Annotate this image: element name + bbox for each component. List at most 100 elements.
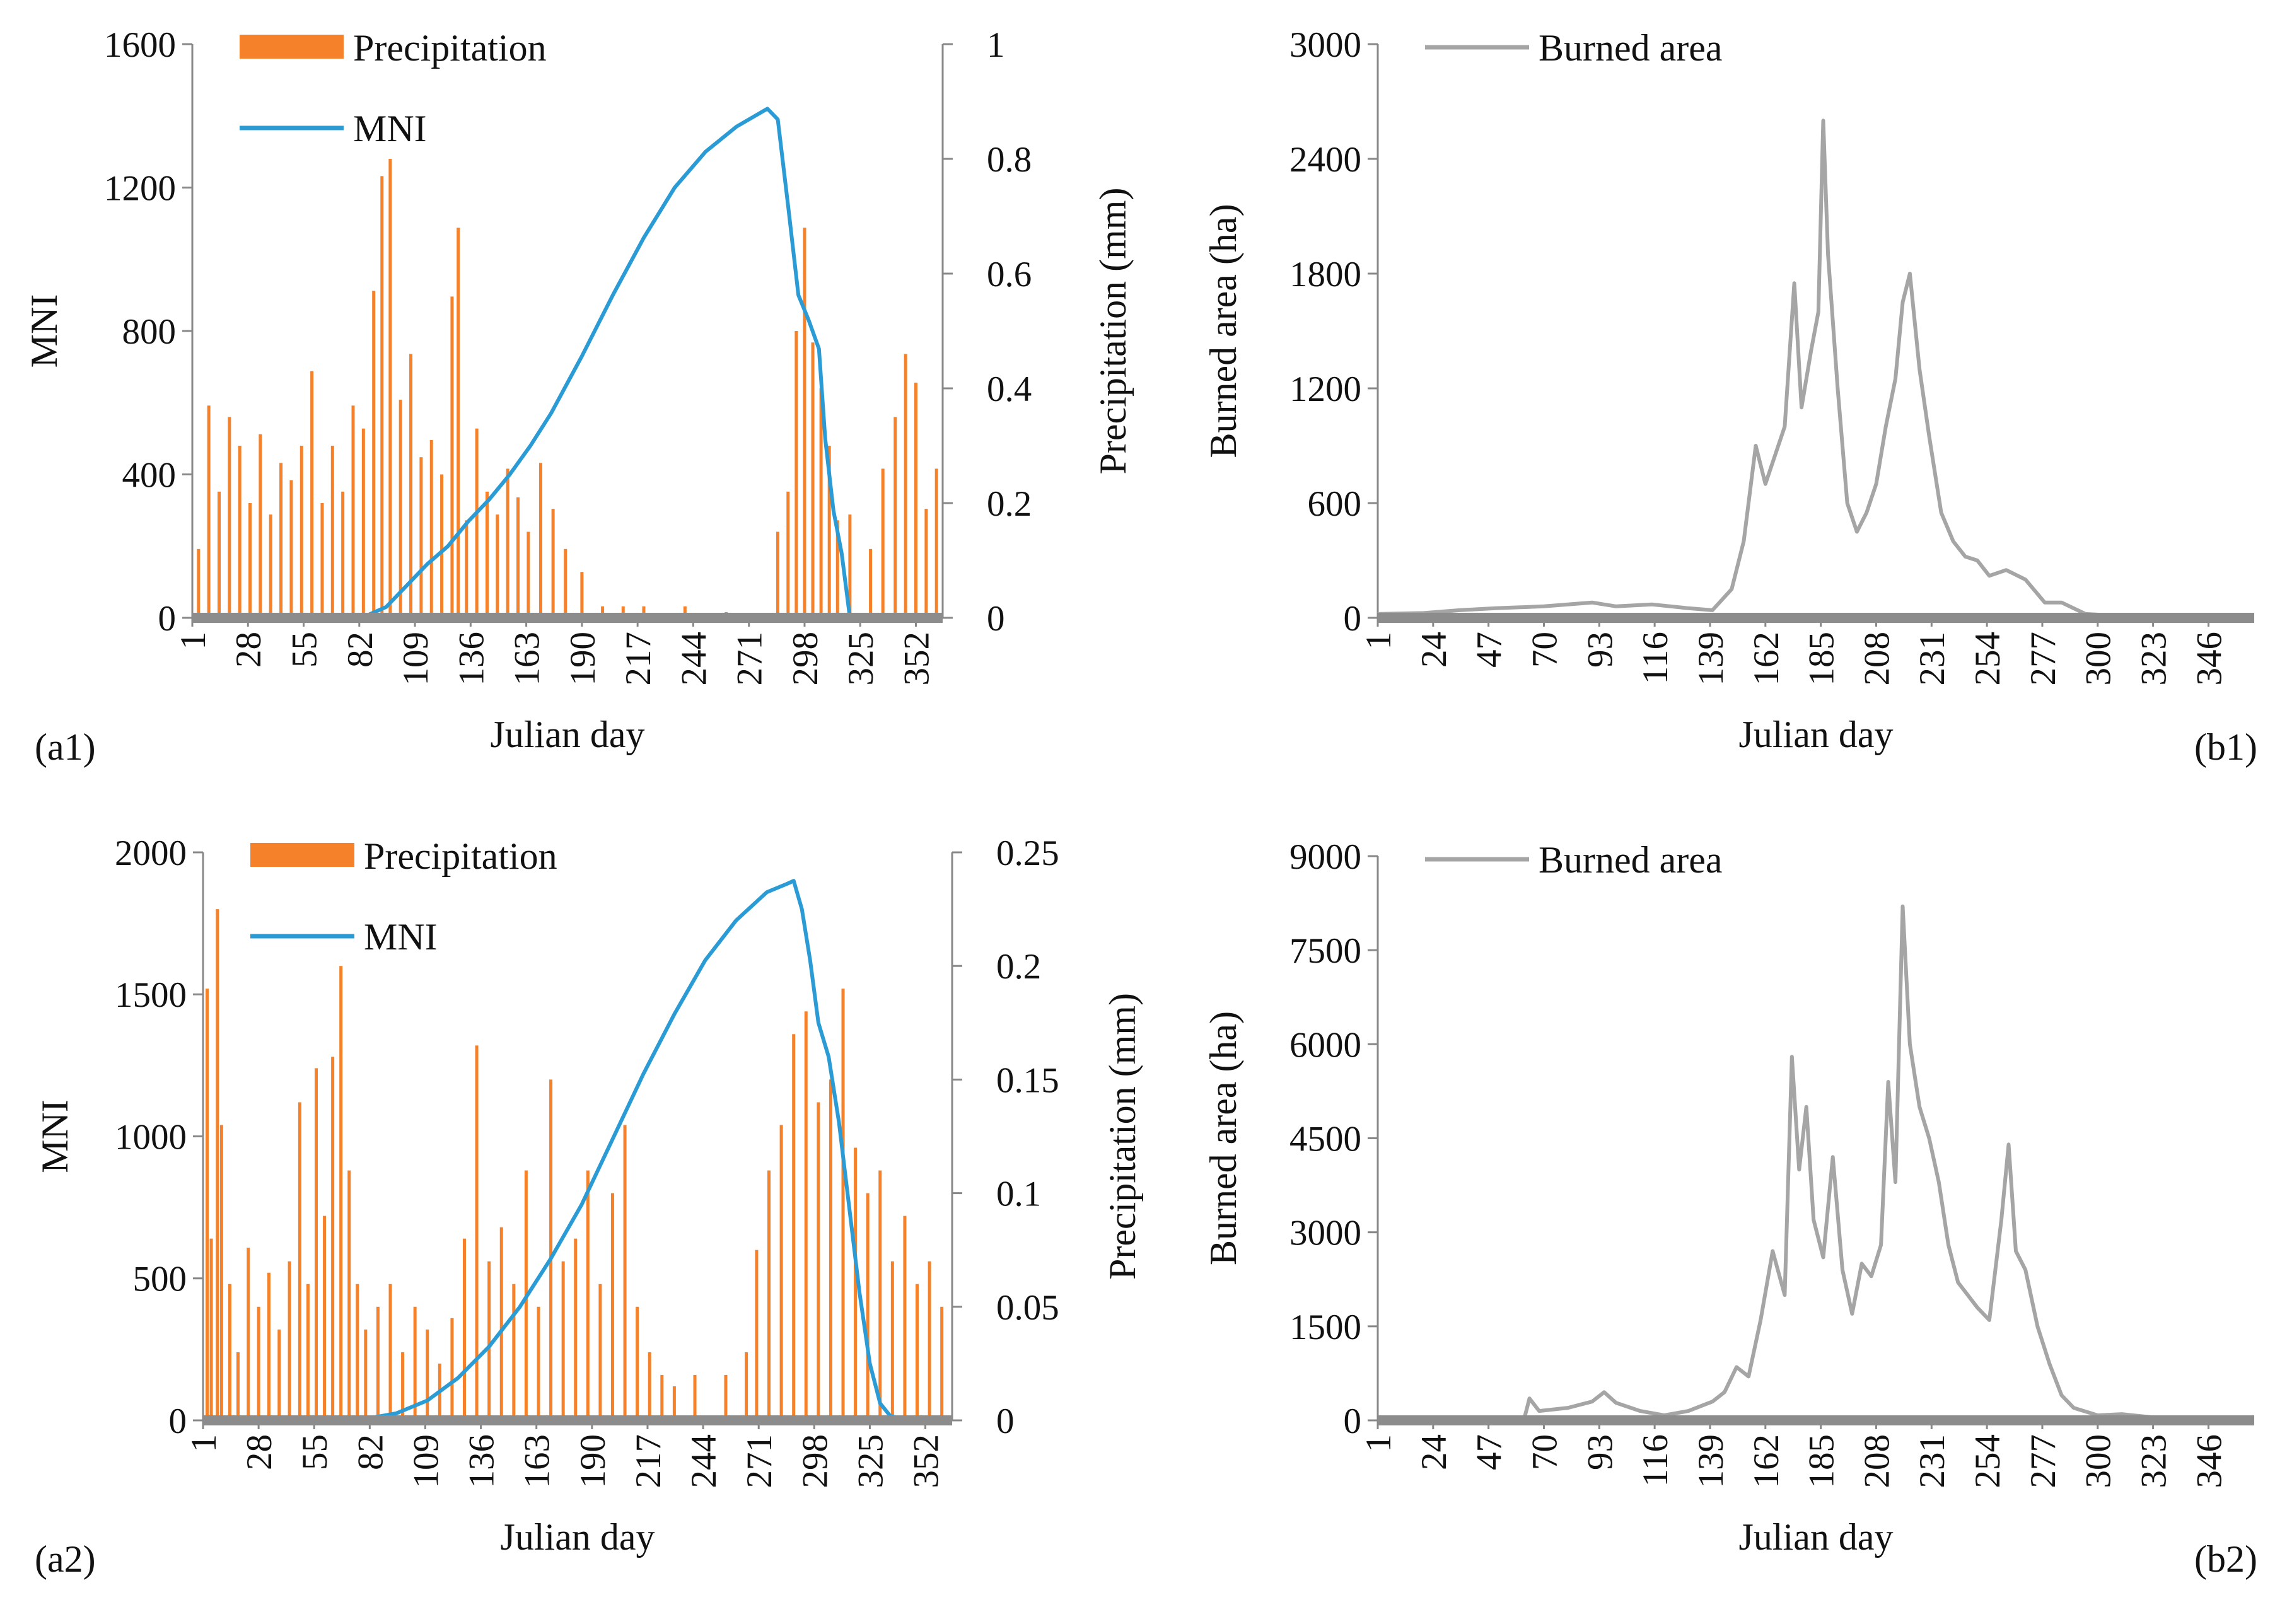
precipitation-bar xyxy=(300,446,303,618)
x-tick-label: 346 xyxy=(2189,632,2229,686)
x-tick-label: 28 xyxy=(229,632,269,668)
precipitation-bar xyxy=(940,1306,944,1420)
x-tick-label: 116 xyxy=(1636,632,1675,684)
legend: Burned area xyxy=(1425,839,1723,881)
x-tick-label: 244 xyxy=(674,632,714,686)
precipitation-bar xyxy=(724,1374,728,1420)
series-line-mni xyxy=(203,879,952,1422)
y-axis-title: MNI xyxy=(23,294,65,368)
x-tick-label: 352 xyxy=(897,632,936,686)
precipitation-bar xyxy=(803,228,806,618)
x-tick-label: 163 xyxy=(508,632,547,686)
legend: Burned area xyxy=(1425,27,1723,69)
precipitation-bar xyxy=(475,1045,479,1420)
x-tick-label: 231 xyxy=(1912,632,1952,686)
x-tick-label: 109 xyxy=(396,632,436,686)
precipitation-bar xyxy=(380,176,384,618)
legend-label-mni: MNI xyxy=(353,108,427,149)
precipitation-bar xyxy=(361,428,365,618)
precipitation-bar xyxy=(916,1284,919,1420)
precipitation-bar xyxy=(197,548,201,618)
precipitation-bar xyxy=(903,1215,907,1420)
precipitation-bar xyxy=(216,909,219,1420)
precipitation-bar xyxy=(516,497,520,618)
precipitation-bar xyxy=(306,1284,310,1420)
x-tick-label: 82 xyxy=(351,1434,390,1470)
y-axis-right-title: Precipitation (mm) xyxy=(1102,993,1143,1280)
precipitation-bar xyxy=(401,1352,405,1420)
x-tick-label: 217 xyxy=(619,632,658,686)
panel-label-a1: (a1) xyxy=(35,726,96,768)
x-tick-label: 300 xyxy=(2079,632,2119,686)
precipitation-bar xyxy=(779,1125,783,1420)
panel-a1: 0 400 800 1200 1600 0 0.2 0.4 0.6 0.8 1 1 28 55 82 109 1… xyxy=(23,25,1134,755)
x-tick-label: 298 xyxy=(795,1434,835,1488)
precipitation-bar xyxy=(866,1193,870,1420)
legend-label-burned-area: Burned area xyxy=(1539,27,1723,69)
series-line-mni xyxy=(192,107,943,620)
precipitation-bar xyxy=(914,382,917,618)
precipitation-bar xyxy=(829,1079,832,1420)
y-tick-label: 400 xyxy=(122,455,177,495)
precipitation-bar xyxy=(207,405,211,618)
precipitation-bar xyxy=(347,1170,351,1420)
y-right-tick-label: 1 xyxy=(987,25,1005,65)
precipitation-bar xyxy=(339,966,343,1420)
precipitation-bar xyxy=(206,989,209,1420)
precipitation-bar xyxy=(236,1352,240,1420)
panel-label-a2: (a2) xyxy=(35,1538,96,1580)
y-tick-label: 2000 xyxy=(115,833,187,873)
precipitation-bar xyxy=(642,606,646,618)
y-right-tick-label: 0.2 xyxy=(996,947,1041,987)
precipitation-bar xyxy=(259,434,262,618)
precipitation-bar xyxy=(289,480,293,618)
precipitation-bar xyxy=(475,428,479,618)
x-tick-label: 271 xyxy=(740,1434,779,1488)
y-right-tick-label: 0.1 xyxy=(996,1174,1041,1214)
series-line-burned-area xyxy=(1377,119,2255,620)
precipitation-bar xyxy=(794,331,798,618)
y-tick-label: 1500 xyxy=(115,975,187,1015)
precipitation-bar xyxy=(512,1284,516,1420)
precipitation-bar xyxy=(409,354,413,618)
precipitation-bar xyxy=(755,1250,759,1420)
precipitation-bar xyxy=(486,491,489,618)
y-tick-label: 3000 xyxy=(1289,25,1361,65)
panel-label-b2: (b2) xyxy=(2194,1538,2257,1580)
y-tick-label: 1200 xyxy=(1289,369,1361,409)
x-tick-label: 70 xyxy=(1525,632,1564,668)
legend-swatch-precipitation xyxy=(250,843,354,867)
precipitation-bar xyxy=(506,468,509,618)
precipitation-bar xyxy=(827,446,831,618)
x-tick-label: 1 xyxy=(1359,1434,1399,1453)
y-tick-label: 1200 xyxy=(104,168,176,208)
x-tick-label: 70 xyxy=(1525,1434,1564,1470)
precipitation-bar xyxy=(786,491,790,618)
precipitation-bar xyxy=(881,468,885,618)
y-right-tick-label: 0.4 xyxy=(987,369,1032,409)
x-tick-label: 139 xyxy=(1691,632,1731,686)
x-tick-label: 24 xyxy=(1414,1434,1454,1470)
y-tick-label: 1000 xyxy=(115,1117,187,1157)
legend: Precipitation MNI xyxy=(240,27,547,149)
x-tick-label: 55 xyxy=(284,632,324,668)
y-right-tick-label: 0.15 xyxy=(996,1060,1059,1100)
precipitation-bar xyxy=(364,1329,368,1420)
panel-a2: 0 500 1000 1500 2000 0 0.05 0.1 0.15 0.2 0.25 1 28 55… xyxy=(34,833,1143,1558)
precipitation-bar xyxy=(776,531,779,618)
x-tick-label: 277 xyxy=(2023,632,2063,686)
precipitation-bar xyxy=(835,520,839,618)
x-tick-label: 323 xyxy=(2134,632,2174,686)
precipitation-bar xyxy=(660,1374,664,1420)
y-tick-label: 0 xyxy=(1344,599,1362,639)
precipitation-bar xyxy=(487,1261,491,1420)
precipitation-bar xyxy=(465,520,468,618)
x-tick-label: 190 xyxy=(563,632,603,686)
panel-b2: 0 1500 3000 4500 6000 7500 9000 1 24 47 70 93 116 139… xyxy=(1202,837,2255,1558)
legend-label-precipitation: Precipitation xyxy=(364,835,557,877)
precipitation-bar xyxy=(811,342,815,618)
x-tick-label: 346 xyxy=(2189,1434,2229,1488)
y-tick-label: 2400 xyxy=(1289,140,1361,180)
y-right-tick-label: 0.8 xyxy=(987,140,1032,180)
precipitation-bar xyxy=(683,606,687,618)
